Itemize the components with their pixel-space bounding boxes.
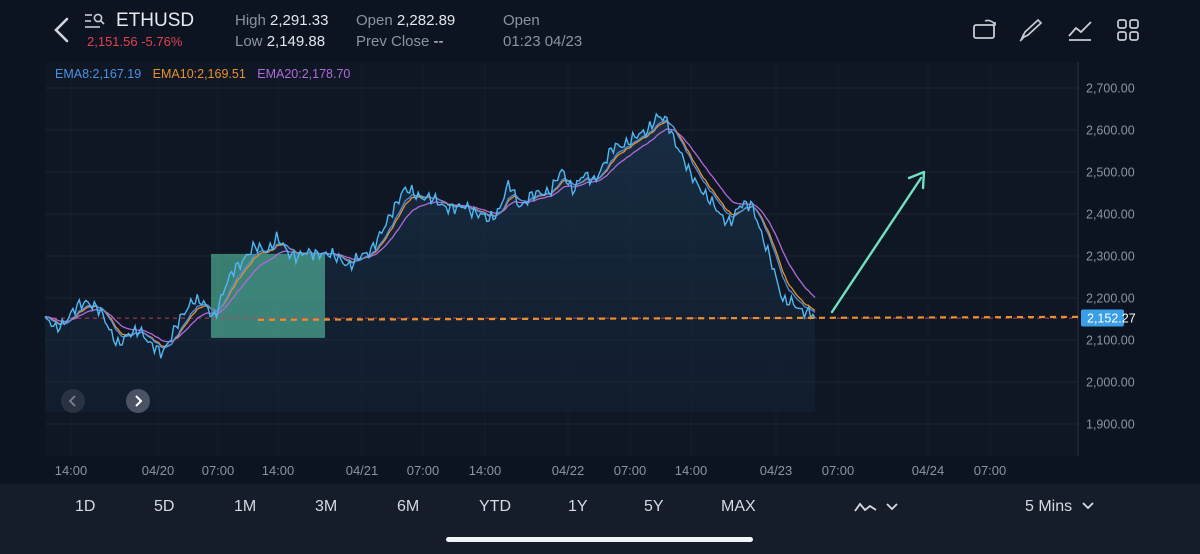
indicator-icon[interactable]	[1066, 16, 1094, 44]
chevron-left-icon	[68, 395, 76, 407]
market-status-time: 01:23 04/23	[503, 33, 583, 50]
range-5y[interactable]: 5Y	[644, 498, 664, 515]
y-tick-label: 2,400.00	[1086, 208, 1135, 222]
layout-grid-icon[interactable]	[1114, 16, 1142, 44]
symbol-search-icon[interactable]	[84, 13, 106, 29]
interval-selector[interactable]: 5 Mins	[1025, 498, 1105, 520]
prev-close-stat: Prev Close --	[356, 33, 444, 50]
current-price-tag: 2,152.27	[1081, 309, 1136, 327]
range-6m[interactable]: 6M	[397, 498, 420, 515]
ema-legend: EMA8:2,167.19 EMA10:2,169.51 EMA20:2,178…	[55, 67, 358, 81]
x-tick-label: 07:00	[614, 463, 647, 478]
arrow-head	[907, 170, 926, 190]
y-tick-label: 1,900.00	[1086, 418, 1135, 432]
range-ytd[interactable]: YTD	[479, 498, 511, 515]
bottom-toolbar: 1D 5D 1M 3M 6M YTD 1Y 5Y MAX 5 Mins	[0, 484, 1200, 554]
y-tick-label: 2,700.00	[1086, 82, 1135, 96]
chevron-down-icon	[1081, 502, 1094, 510]
range-1m[interactable]: 1M	[234, 498, 257, 515]
y-tick-label: 2,300.00	[1086, 250, 1135, 264]
y-tick-label: 2,200.00	[1086, 292, 1135, 306]
home-indicator	[446, 537, 753, 542]
chart-type-selector[interactable]	[854, 498, 904, 518]
arrow-shaft	[830, 176, 923, 314]
open-stat: Open 2,282.89	[356, 12, 456, 29]
line-chart-icon	[854, 502, 877, 512]
low-stat: Low 2,149.88	[235, 33, 326, 50]
ema10-legend: EMA10:2,169.51	[152, 67, 246, 81]
y-tick-label: 2,600.00	[1086, 124, 1135, 138]
back-icon[interactable]	[50, 16, 74, 44]
ema20-legend: EMA20:2,178.70	[257, 67, 351, 81]
x-tick-label: 04/22	[552, 463, 585, 478]
y-tick-label: 2,100.00	[1086, 334, 1135, 348]
chevron-down-icon	[886, 503, 898, 511]
x-tick-label: 04/20	[142, 463, 175, 478]
interval-label: 5 Mins	[1025, 498, 1073, 515]
range-5d[interactable]: 5D	[154, 498, 175, 515]
x-tick-label: 07:00	[822, 463, 855, 478]
x-tick-label: 07:00	[974, 463, 1007, 478]
rotate-screen-icon[interactable]	[971, 16, 999, 44]
y-axis: 2,700.00 2,600.00 2,500.00 2,400.00 2,300.00…	[1086, 82, 1135, 432]
x-tick-label: 14:00	[262, 463, 295, 478]
price-line	[44, 112, 816, 359]
highlight-box	[211, 253, 325, 338]
range-1d[interactable]: 1D	[75, 498, 96, 515]
x-tick-label: 07:00	[407, 463, 440, 478]
header: ETHUSD 2,151.56 -5.76% High 2,291.33 Low…	[0, 0, 1200, 62]
high-stat: High 2,291.33	[235, 12, 329, 29]
chevron-right-icon	[135, 395, 143, 407]
price-chart[interactable]: 2,700.00 2,600.00 2,500.00 2,400.00 2,300.00…	[0, 62, 1200, 484]
x-tick-label: 04/24	[912, 463, 945, 478]
y-tick-label: 2,500.00	[1086, 166, 1135, 180]
ema8-legend: EMA8:2,167.19	[55, 67, 142, 81]
x-tick-label: 04/23	[760, 463, 793, 478]
x-axis: 14:00 04/20 07:00 14:00 04/21 07:00 14:00 04/22…	[55, 463, 1007, 478]
up-arrow-annotation	[830, 170, 926, 314]
last-price-change: 2,151.56 -5.76%	[87, 34, 183, 49]
range-max[interactable]: MAX	[721, 498, 756, 515]
x-tick-label: 07:00	[202, 463, 235, 478]
x-tick-label: 14:00	[675, 463, 708, 478]
scroll-right-button[interactable]	[126, 389, 150, 413]
orange-dashed-line	[257, 315, 1079, 321]
draw-icon[interactable]	[1017, 16, 1045, 44]
x-tick-label: 04/21	[346, 463, 379, 478]
range-3m[interactable]: 3M	[315, 498, 338, 515]
price-tag-label: 2,152.27	[1087, 312, 1136, 326]
price-tag-bg	[1081, 309, 1124, 327]
scroll-left-button[interactable]	[61, 389, 85, 413]
x-tick-label: 14:00	[469, 463, 502, 478]
range-1y[interactable]: 1Y	[568, 498, 588, 515]
x-tick-label: 14:00	[55, 463, 88, 478]
symbol-title[interactable]: ETHUSD	[116, 10, 195, 31]
market-status: Open	[503, 12, 540, 29]
y-tick-label: 2,000.00	[1086, 376, 1135, 390]
